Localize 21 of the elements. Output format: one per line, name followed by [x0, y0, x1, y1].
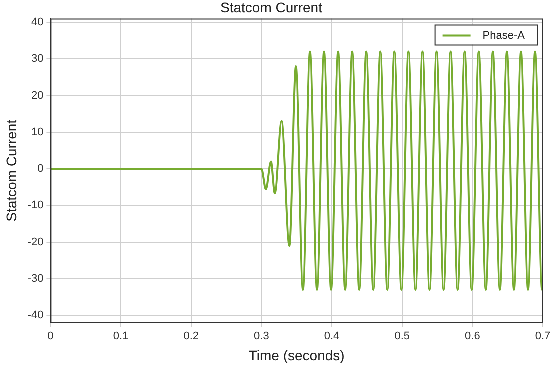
y-tick-label: 20	[31, 90, 44, 102]
x-tick-label: 0.7	[535, 330, 551, 343]
y-tick-label: 30	[31, 53, 44, 66]
y-tick-label: -10	[28, 200, 44, 212]
y-tick-label: 10	[31, 126, 44, 138]
x-tick-label: 0.4	[324, 330, 340, 343]
legend-label: Phase-A	[482, 30, 526, 42]
x-axis-title: Time (seconds)	[248, 347, 345, 364]
x-tick-label: 0.1	[113, 330, 129, 343]
y-axis-title: Statcom Current	[3, 120, 20, 222]
y-tick-label: -20	[28, 236, 44, 248]
chart-title: Statcom Current	[220, 0, 323, 16]
x-tick-label: 0.3	[254, 330, 270, 343]
x-tick-label: 0.6	[465, 330, 480, 343]
x-tick-label: 0.5	[394, 330, 410, 343]
y-tick-label: 0	[38, 163, 44, 176]
y-tick-label: -40	[28, 310, 44, 322]
y-tick-label: -30	[28, 273, 44, 286]
x-tick-label: 0	[48, 330, 54, 343]
y-tick-label: 40	[31, 16, 44, 28]
x-tick-label: 0.2	[184, 330, 200, 343]
